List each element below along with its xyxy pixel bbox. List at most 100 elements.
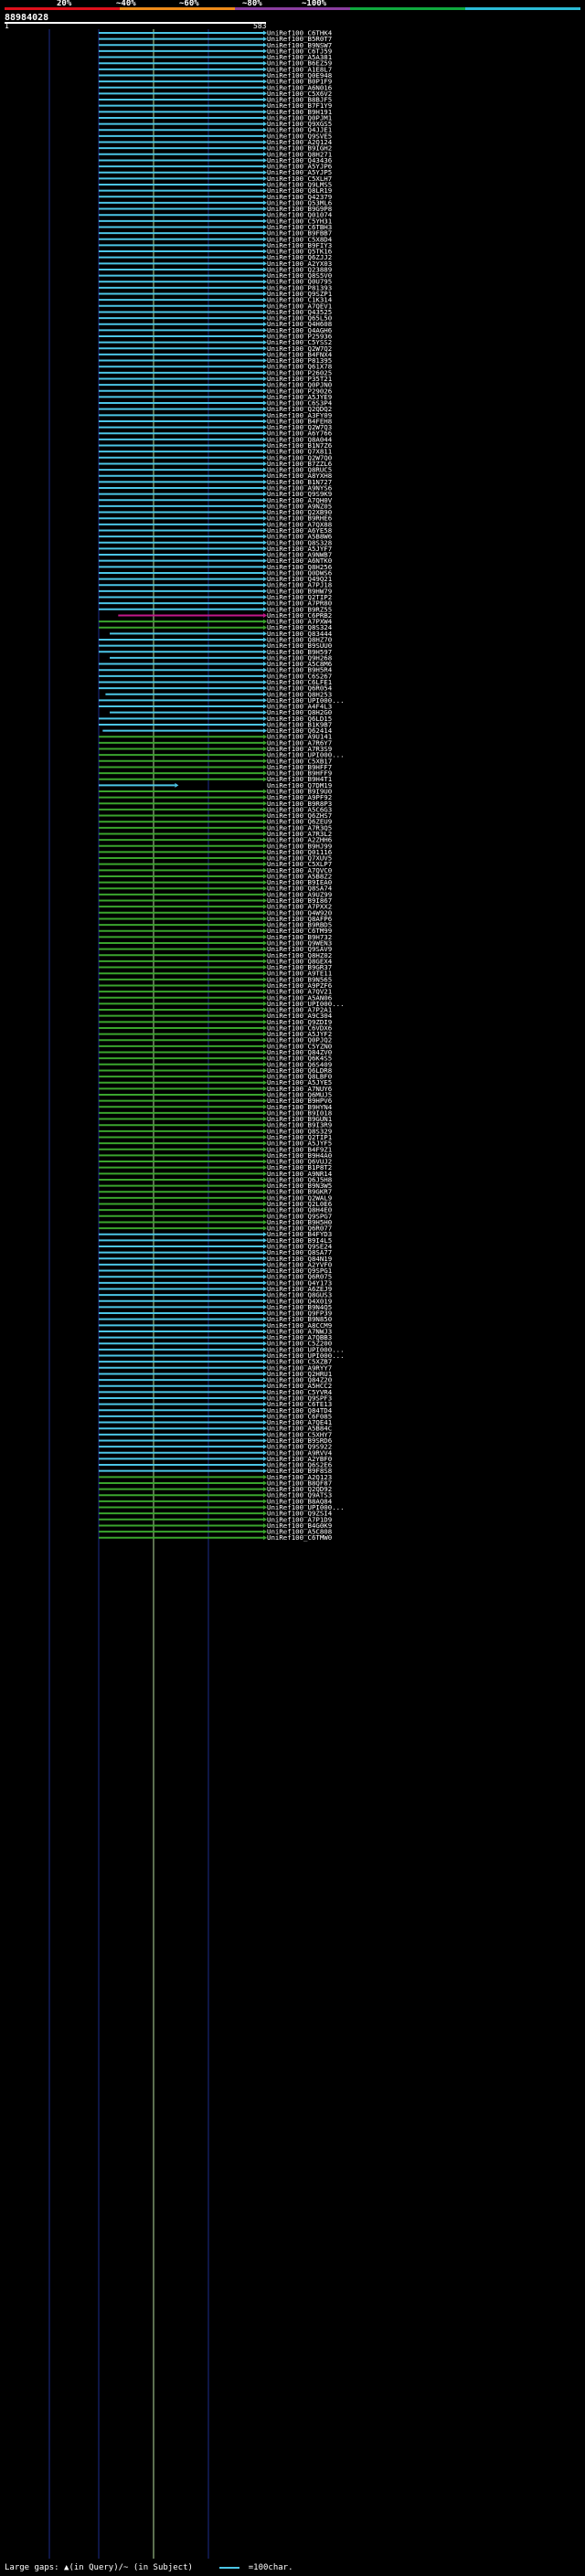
hit-label[interactable]: UniRef100_Q6K4S5 — [267, 1055, 332, 1063]
hit-label[interactable]: UniRef100_B9H732 — [267, 933, 332, 941]
hit-label[interactable]: UniRef100_A2Q124 — [267, 138, 333, 146]
hit-label[interactable]: UniRef100_B9SUU0 — [267, 641, 332, 650]
hit-label[interactable]: UniRef100_Q6ZHS7 — [267, 811, 332, 820]
hit-label[interactable]: UniRef100_Q2TIP1 — [267, 1133, 332, 1141]
hit-label[interactable]: UniRef100_A7P1D9 — [267, 1515, 332, 1523]
hit-label[interactable]: UniRef100_A9NWB7 — [267, 551, 332, 559]
hit-label[interactable]: UniRef100_A7QVC0 — [267, 866, 332, 875]
hit-label[interactable]: UniRef100_Q4W920 — [267, 908, 332, 917]
hit-label[interactable]: UniRef100_Q83444 — [267, 630, 333, 638]
hit-label[interactable]: UniRef100_C6TJ59 — [267, 47, 332, 55]
hit-label[interactable]: UniRef100_B9N3W5 — [267, 1182, 332, 1190]
hit-label[interactable]: UniRef100_Q84N19 — [267, 1255, 332, 1263]
hit-label[interactable]: UniRef100_C5Z200 — [267, 1340, 332, 1348]
hit-label[interactable]: UniRef100_Q2W7Q0 — [267, 453, 332, 461]
hit-label[interactable]: UniRef100_A5YJP5 — [267, 168, 332, 176]
hit-label[interactable]: UniRef100_Q8LR19 — [267, 186, 332, 195]
hit-label[interactable]: UniRef100_Q0PJN0 — [267, 381, 332, 389]
hit-label[interactable]: UniRef100_Q9SVE5 — [267, 132, 332, 140]
hit-label[interactable]: UniRef100_Q8LBF0 — [267, 1073, 332, 1081]
hit-label[interactable]: UniRef100_Q2XB90 — [267, 508, 332, 516]
hit-label[interactable]: UniRef100_B4FYD3 — [267, 1230, 332, 1238]
hit-label[interactable]: UniRef100_Q7XUV5 — [267, 854, 332, 863]
hit-label[interactable]: UniRef100_C1K314 — [267, 296, 333, 304]
hit-label[interactable]: UniRef100_Q4H608 — [267, 320, 332, 328]
hit-label[interactable]: UniRef100_C6F085 — [267, 1412, 332, 1420]
hit-label[interactable]: UniRef100_A7PXW4 — [267, 618, 333, 626]
hit-label[interactable]: UniRef100_C6PRB2 — [267, 611, 332, 620]
hit-label[interactable]: UniRef100_Q7X811 — [267, 448, 332, 456]
hit-label[interactable]: UniRef100_P35T21 — [267, 375, 332, 383]
hit-label[interactable]: UniRef100_A9U141 — [267, 733, 332, 741]
hit-label[interactable]: UniRef100_B9HFF9 — [267, 769, 332, 778]
hit-label[interactable]: UniRef100_UPI000... — [267, 1503, 345, 1511]
hit-label[interactable]: UniRef100_B9R8P3 — [267, 800, 332, 808]
hit-label[interactable]: UniRef100_Q49Q21 — [267, 575, 332, 583]
hit-label[interactable]: UniRef100_Q9WEN3 — [267, 939, 332, 948]
hit-label[interactable]: UniRef100_Q2L0E6 — [267, 1200, 332, 1208]
hit-label[interactable]: UniRef100_C5YZN0 — [267, 1042, 332, 1050]
hit-label[interactable]: UniRef100_B5R0T7 — [267, 35, 332, 43]
hit-label[interactable]: UniRef100_B6EZ59 — [267, 59, 332, 68]
hit-label[interactable]: UniRef100_Q01116 — [267, 848, 332, 856]
hit-label[interactable]: UniRef100_B9F8S8 — [267, 1467, 332, 1475]
hit-label[interactable]: UniRef100_B4F9Z1 — [267, 1145, 332, 1153]
hit-label[interactable]: UniRef100_A5C808 — [267, 1528, 332, 1536]
hit-label[interactable]: UniRef100_B9N4Q5 — [267, 1303, 332, 1311]
hit-label[interactable]: UniRef100_Q9LMS5 — [267, 181, 332, 189]
hit-label[interactable]: UniRef100_B1N727 — [267, 478, 332, 486]
hit-label[interactable]: UniRef100_C5XLP7 — [267, 860, 332, 868]
hit-label[interactable]: UniRef100_Q8H253 — [267, 690, 332, 698]
hit-label[interactable]: UniRef100_B9H4A0 — [267, 1151, 332, 1160]
hit-label[interactable]: UniRef100_B9I4L5 — [267, 1236, 332, 1245]
hit-label[interactable]: UniRef100_A1E8L7 — [267, 65, 332, 73]
hit-label[interactable]: UniRef100_B9FIY3 — [267, 241, 332, 249]
hit-label[interactable]: UniRef100_Q0DWS6 — [267, 568, 332, 577]
hit-label[interactable]: UniRef100_A2YX03 — [267, 260, 332, 268]
hit-label[interactable]: UniRef100_A9UZ99 — [267, 890, 332, 898]
hit-label[interactable]: UniRef100_Q2QDQ2 — [267, 405, 332, 413]
hit-label[interactable]: UniRef100_A7R3S9 — [267, 745, 332, 753]
hit-label[interactable]: UniRef100_B9HFF7 — [267, 763, 332, 771]
hit-label[interactable]: UniRef100_Q61X78 — [267, 363, 332, 371]
hit-label[interactable]: UniRef100_P26025 — [267, 368, 332, 376]
hit-label[interactable]: UniRef100_Q8S329 — [267, 1127, 332, 1135]
hit-label[interactable]: UniRef100_Q2WAL9 — [267, 1193, 332, 1202]
hit-label[interactable]: UniRef100_A5JYF7 — [267, 545, 332, 553]
hit-label[interactable]: UniRef100_B9I9U0 — [267, 788, 332, 796]
hit-label[interactable]: UniRef100_A7R6Y7 — [267, 738, 332, 747]
hit-label[interactable]: UniRef100_Q9ATS3 — [267, 1491, 332, 1500]
hit-label[interactable]: UniRef100_Q2W7Q2 — [267, 345, 332, 353]
hit-label[interactable]: UniRef100_B9H5H0 — [267, 1218, 332, 1226]
hit-label[interactable]: UniRef100_Q9S922 — [267, 1443, 332, 1451]
hit-label[interactable]: UniRef100_Q8GEX4 — [267, 957, 333, 965]
hit-label[interactable]: UniRef100_Q9SPG1 — [267, 1267, 332, 1275]
hit-label[interactable]: UniRef100_B1P8T2 — [267, 1163, 332, 1171]
hit-label[interactable]: UniRef100_B9HYN4 — [267, 1103, 333, 1111]
hit-label[interactable]: UniRef100_A9C304 — [267, 1012, 333, 1020]
hit-label[interactable]: UniRef100_Q84Z20 — [267, 1376, 332, 1384]
hit-label[interactable]: UniRef100_Q42379 — [267, 193, 332, 201]
hit-label[interactable]: UniRef100_P81393 — [267, 283, 332, 292]
hit-label[interactable]: UniRef100_Q6J5H8 — [267, 1175, 332, 1183]
hit-label[interactable]: UniRef100_Q0PJM1 — [267, 113, 332, 122]
hit-label[interactable]: UniRef100_A5JYE9 — [267, 393, 332, 401]
hit-label[interactable]: UniRef100_C5X8D4 — [267, 235, 333, 243]
hit-label[interactable]: UniRef100_B4FNX4 — [267, 350, 333, 358]
hit-label[interactable]: UniRef100_Q01074 — [267, 211, 333, 219]
hit-label[interactable]: UniRef100_A7R3Q5 — [267, 823, 332, 832]
hit-label[interactable]: UniRef100_A9NZ05 — [267, 502, 332, 510]
hit-label[interactable]: UniRef100_C5XB17 — [267, 757, 332, 765]
hit-label[interactable]: UniRef100_A6N016 — [267, 83, 332, 91]
hit-label[interactable]: UniRef100_Q7DM19 — [267, 781, 332, 790]
hit-label[interactable]: UniRef100_Q6ZJJ2 — [267, 253, 332, 261]
hit-label[interactable]: UniRef100_Q6VUJ2 — [267, 1158, 332, 1166]
hit-label[interactable]: UniRef100_P81395 — [267, 356, 332, 365]
hit-label[interactable]: UniRef100_B0P1F9 — [267, 78, 332, 86]
hit-label[interactable]: UniRef100_B9I3R9 — [267, 1121, 332, 1129]
hit-label[interactable]: UniRef100_Q6MUJ5 — [267, 1091, 332, 1099]
hit-label[interactable]: UniRef100_Q5TK16 — [267, 248, 332, 256]
hit-label[interactable]: UniRef100_Q0U795 — [267, 278, 332, 286]
hit-label[interactable]: UniRef100_Q8S5V0 — [267, 271, 332, 280]
hit-label[interactable]: UniRef100_Q9SE24 — [267, 1243, 333, 1251]
